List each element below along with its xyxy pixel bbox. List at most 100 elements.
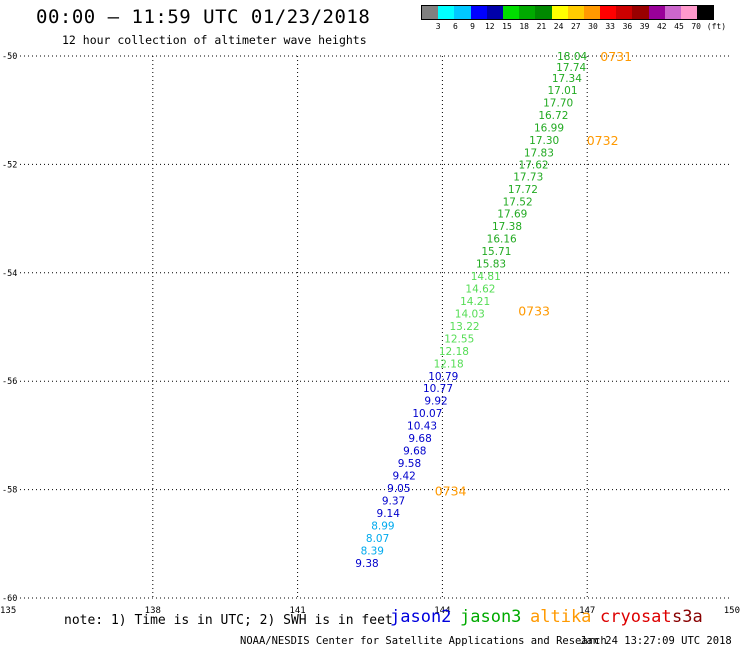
satellite-label-s3a: s3a [672, 607, 703, 627]
color-swatch-15 [664, 6, 681, 19]
color-scale-labels: 3 6 9 12 15 18 21 24 27 30 33 36 39 42 45 70 (ft) [421, 22, 727, 32]
color-scale-label: 36 [622, 22, 633, 31]
color-scale-label: 24 [553, 22, 564, 31]
footer-timestamp: Jan 24 13:27:09 UTC 2018 [580, 635, 732, 647]
color-swatch-11 [600, 6, 617, 19]
pass-time-label: 0731 [600, 49, 632, 64]
pass-time-label: 0734 [435, 484, 467, 499]
x-tick-label: 150 [724, 606, 740, 616]
y-tick-label: -60 [2, 594, 17, 604]
satellite-label-jason3: jason3 [460, 607, 522, 627]
color-swatch-8 [551, 6, 568, 19]
wave-height-label: 17.72 [508, 184, 538, 196]
color-scale-label: 30 [588, 22, 598, 31]
wave-height-label: 9.58 [398, 458, 421, 470]
color-scale-label: 33 [605, 22, 616, 31]
y-tick-label: -50 [2, 52, 17, 62]
wave-height-label: 17.70 [543, 98, 573, 110]
x-tick-label: 135 [0, 606, 16, 616]
pass-time-label: 0733 [518, 304, 550, 319]
x-tick-label: 144 [434, 606, 450, 616]
wave-height-label: 17.01 [547, 85, 577, 97]
wave-height-label: 17.34 [552, 73, 582, 85]
wave-height-label: 16.99 [534, 123, 564, 135]
wave-height-label: 17.83 [524, 147, 554, 159]
color-swatch-10 [583, 6, 601, 19]
wave-height-label: 12.18 [439, 346, 469, 358]
wave-height-label: 8.99 [371, 520, 394, 532]
page-subtitle: 12 hour collection of altimeter wave hei… [62, 33, 367, 47]
color-swatch-14 [648, 6, 665, 19]
satellite-label-cryosat: cryosat [600, 607, 672, 627]
wave-height-label: 12.55 [444, 333, 474, 345]
color-scale-label: 9 [470, 22, 476, 31]
y-tick-label: -52 [2, 160, 17, 170]
wave-height-label: 16.72 [538, 110, 568, 122]
wave-height-label: 17.30 [529, 135, 559, 147]
wave-height-label: 9.92 [424, 396, 447, 408]
x-tick-label: 138 [145, 606, 161, 616]
color-scale-label: 12 [484, 22, 495, 31]
color-scale-label: 6 [452, 22, 458, 31]
wave-height-label: 16.16 [487, 234, 517, 246]
wave-height-label: 14.62 [465, 284, 495, 296]
color-swatch-4 [486, 6, 503, 19]
wave-height-label: 10.79 [428, 371, 458, 383]
wave-height-label: 8.39 [361, 545, 384, 557]
color-scale-label: 45 [674, 22, 684, 31]
color-swatch-0 [422, 6, 439, 19]
color-swatch-3 [470, 6, 487, 19]
wave-height-label: 17.38 [492, 221, 522, 233]
color-scale-label: 27 [570, 22, 581, 31]
wave-height-label: 17.73 [513, 171, 543, 183]
color-swatch-2 [454, 6, 471, 19]
wave-height-label: 9.68 [403, 446, 426, 458]
color-scale-label: 15 [502, 22, 512, 31]
wave-height-label: 15.83 [476, 259, 506, 271]
color-swatch-7 [535, 6, 552, 19]
wave-height-label: 17.52 [503, 196, 533, 208]
color-scale-legend: 3 6 9 12 15 18 21 24 27 30 33 36 39 42 45 70 (ft) [421, 5, 727, 33]
wave-height-label: 9.68 [408, 433, 431, 445]
color-swatch-12 [616, 6, 633, 19]
wave-height-label: 9.14 [377, 508, 401, 520]
color-swatch-1 [438, 6, 455, 19]
satellite-label-altika: altika [530, 607, 592, 627]
color-swatch-5 [502, 6, 520, 19]
wave-height-label: 15.71 [481, 246, 511, 258]
note-text: note: 1) Time is in UTC; 2) SWH is in fe… [64, 613, 393, 628]
wave-height-label: 14.81 [471, 271, 501, 283]
color-scale-label: 42 [656, 22, 667, 31]
wave-height-label: 10.77 [423, 383, 453, 395]
wave-height-label: 12.18 [434, 358, 464, 370]
wave-height-label: 17.69 [497, 209, 527, 221]
color-scale-label: 39 [639, 22, 650, 31]
y-tick-label: -54 [2, 269, 17, 279]
color-swatch-16 [681, 6, 698, 19]
wave-height-label: 9.37 [382, 495, 405, 507]
wave-height-label: 9.38 [355, 558, 378, 570]
color-scale-label: (ft) [706, 22, 727, 31]
wave-height-label: 10.07 [412, 408, 442, 420]
color-scale-swatches [421, 5, 715, 20]
wave-height-label: 10.43 [407, 421, 437, 433]
color-swatch-13 [632, 6, 649, 19]
x-tick-label: 147 [579, 606, 595, 616]
wave-height-label: 13.22 [450, 321, 480, 333]
footer-credit: NOAA/NESDIS Center for Satellite Applica… [240, 635, 607, 647]
wave-height-label: 9.42 [392, 471, 415, 483]
wave-height-label: 8.07 [366, 533, 389, 545]
wave-height-label: 14.21 [460, 296, 490, 308]
wave-height-label: 17.74 [556, 62, 586, 74]
color-scale-label: 18 [519, 22, 530, 31]
color-scale-label: 21 [536, 22, 547, 31]
wave-height-label: 14.03 [455, 308, 485, 320]
color-swatch-17 [697, 6, 714, 19]
color-swatch-9 [567, 6, 584, 19]
wave-height-label: 17.62 [519, 159, 549, 171]
satellite-label-jason2: jason2 [390, 607, 452, 627]
color-scale-label: 70 [691, 22, 702, 31]
wave-height-label: 18.04 [557, 51, 587, 63]
pass-time-label: 0732 [587, 133, 619, 148]
